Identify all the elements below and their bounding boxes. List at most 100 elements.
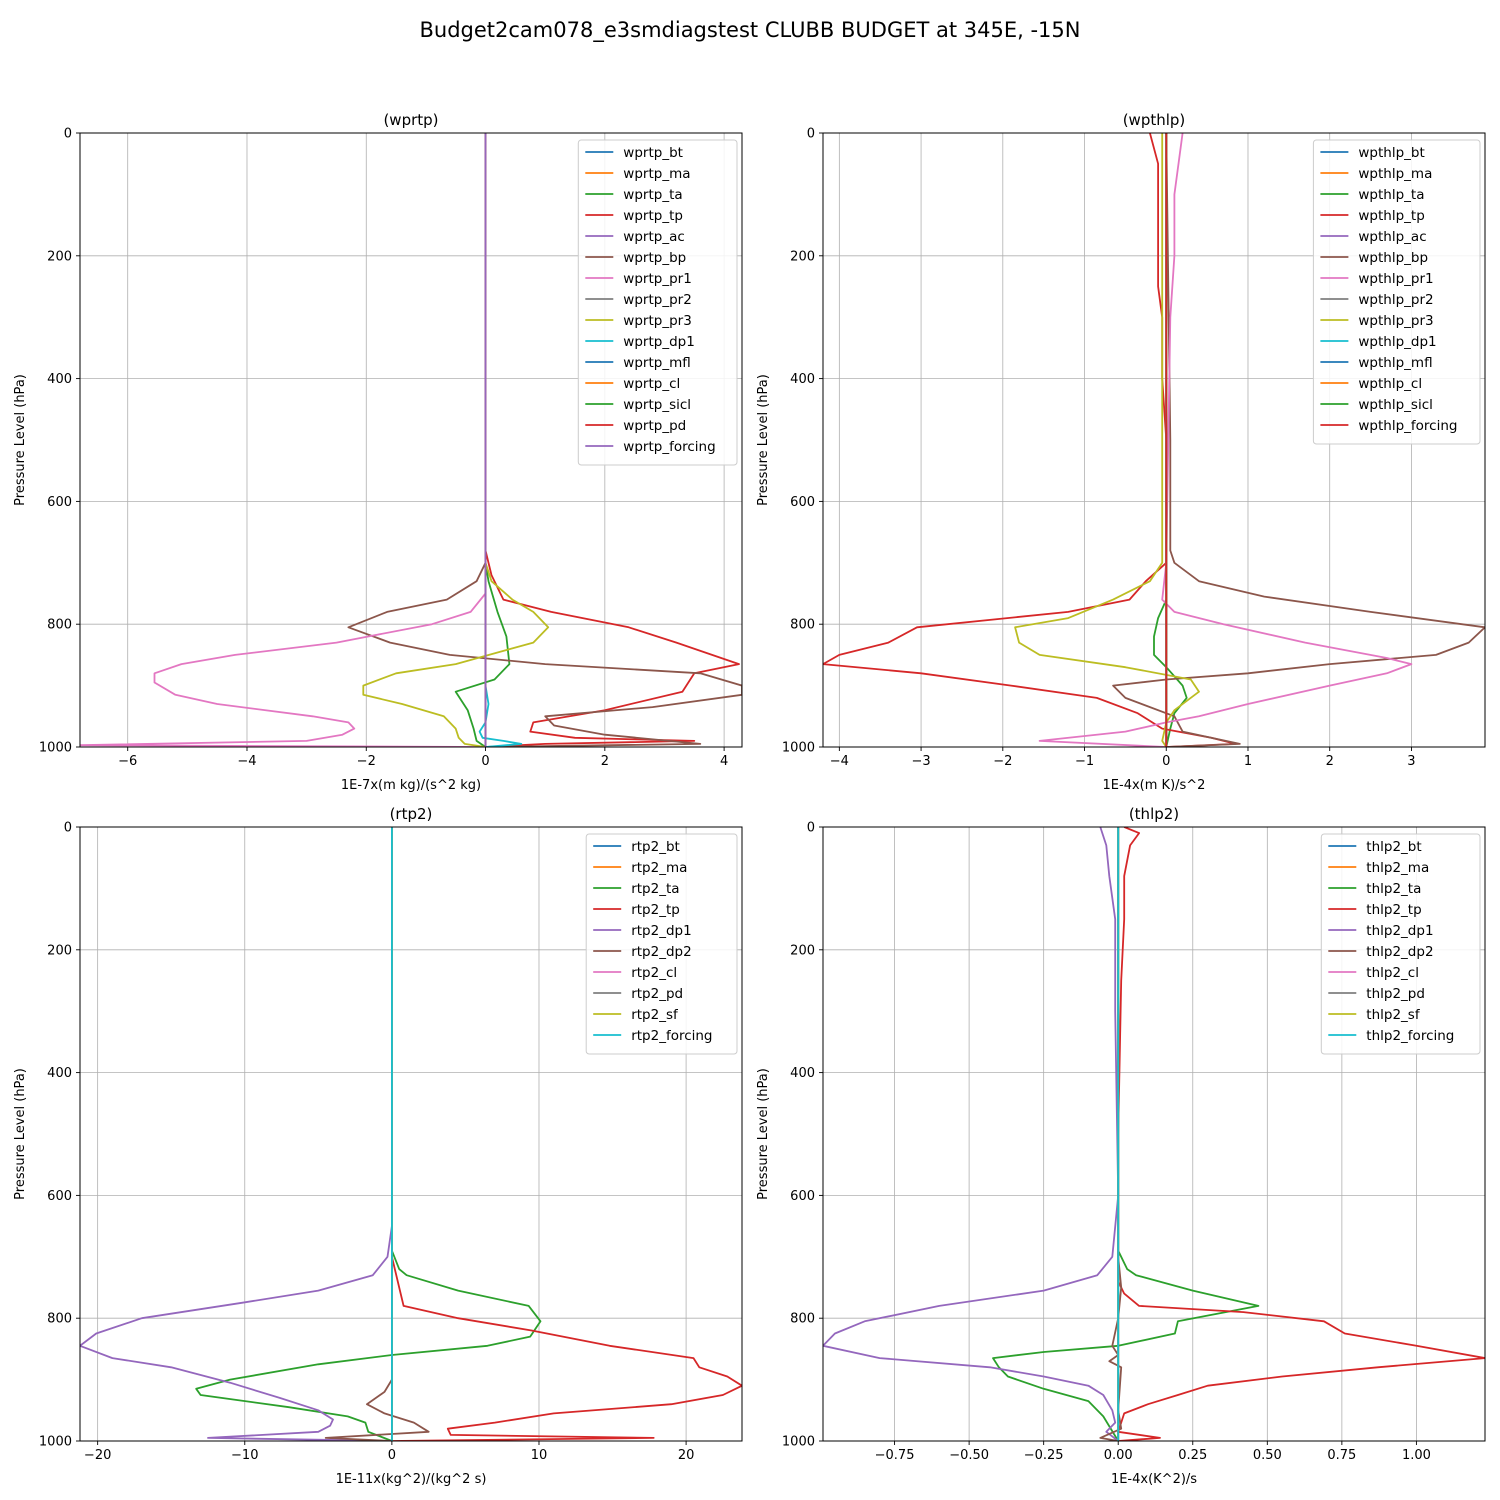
series-line-wprtp_pr3	[362, 133, 550, 747]
legend: wpthlp_bt wpthlp_ma wpthlp_ta wpthlp_tpwpth…	[1312, 139, 1481, 445]
legend-entry: wprtp_bt	[623, 145, 683, 161]
x-axis-label: 1E-4x(K^2)/s	[1111, 1472, 1197, 1487]
x-tick-label: 2	[601, 754, 609, 769]
series-group	[823, 827, 1485, 1441]
y-tick-label: 0	[64, 127, 72, 142]
x-tick-label: 3	[1407, 754, 1415, 769]
x-tick-label: −1	[1075, 754, 1094, 769]
x-tick-label: −3	[911, 754, 930, 769]
x-tick-label: 1	[1244, 754, 1252, 769]
legend-entry: wpthlp_cl	[1358, 376, 1422, 392]
x-tick-label: −20	[84, 1448, 111, 1463]
x-tick-label: 0	[1162, 754, 1170, 769]
y-axis-label: Pressure Level (hPa)	[13, 1068, 28, 1200]
y-tick-label: 1000	[39, 741, 72, 756]
series-line-wprtp_dp1	[478, 133, 523, 747]
legend-entry: thlp2_ma	[1366, 860, 1429, 876]
legend-entry: wprtp_sicl	[623, 397, 691, 413]
legend-entry: wpthlp_ac	[1358, 229, 1426, 245]
series-line-wpthlp_tp	[823, 133, 1237, 747]
series-line-thlp2_tp	[1117, 827, 1485, 1441]
legend-entry: wprtp_dp1	[623, 334, 695, 350]
legend-entry: rtp2_forcing	[631, 1028, 712, 1044]
legend: wprtp_bt wprtp_ma wprtp_ta wprtp_tp wprtp_ac…	[577, 139, 738, 466]
x-tick-label: 20	[678, 1448, 695, 1463]
x-tick-label: 0.50	[1253, 1448, 1282, 1463]
legend-entry: rtp2_cl	[631, 965, 677, 981]
series-line-wpthlp_bp	[1112, 133, 1485, 747]
x-tick-label: 10	[531, 1448, 548, 1463]
series-group	[80, 827, 742, 1441]
x-tick-label: −2	[357, 754, 376, 769]
series-line-thlp2_dp1	[823, 827, 1120, 1441]
axes-frame	[822, 826, 1486, 1442]
legend-entry: thlp2_ta	[1366, 881, 1421, 897]
legend-entry: rtp2_pd	[631, 986, 683, 1002]
y-tick-label: 0	[807, 821, 815, 836]
legend: rtp2_bt rtp2_ma rtp2_ta rtp2_tp rtp2_dp1 rtp2…	[585, 833, 738, 1055]
legend-entry: wprtp_tp	[623, 208, 683, 224]
legend-entry: wpthlp_sicl	[1358, 397, 1433, 413]
legend-entry: thlp2_tp	[1366, 902, 1421, 918]
panel-0: −6 −4 −2 0 2 4 0 200 400 600 800 1000 (wprtp) 1E-7x(m…	[13, 111, 743, 793]
series-line-wprtp_ta	[454, 133, 511, 747]
legend-entry: wprtp_ac	[623, 229, 684, 245]
legend-entry: wpthlp_bp	[1358, 250, 1428, 266]
x-tick-label: 0.75	[1327, 1448, 1356, 1463]
series-group	[80, 133, 742, 747]
y-tick-label: 800	[790, 1312, 815, 1327]
y-tick-label: 1000	[39, 1435, 72, 1450]
legend-entry: rtp2_ta	[631, 881, 679, 897]
y-tick-label: 0	[64, 821, 72, 836]
series-line-wprtp_pr1	[80, 133, 487, 747]
series-group	[823, 133, 1485, 747]
legend-entry: thlp2_dp2	[1366, 944, 1433, 960]
legend-entry: wprtp_pr2	[623, 292, 691, 308]
y-tick-label: 200	[47, 943, 72, 958]
panel-2: −20 −10 0 10 2002004006008001000(rtp2)1E-11x…	[13, 805, 743, 1487]
axes-frame	[79, 826, 743, 1442]
x-tick-label: 4	[720, 754, 728, 769]
x-axis-label: 1E-4x(m K)/s^2	[1103, 778, 1206, 793]
y-tick-label: 600	[47, 1189, 72, 1204]
legend-entry: wprtp_pd	[623, 418, 686, 434]
y-tick-label: 400	[790, 372, 815, 387]
y-tick-label: 800	[790, 618, 815, 633]
legend-entry: wpthlp_pr2	[1358, 292, 1433, 308]
panel-title: (wprtp)	[383, 111, 438, 129]
legend-box	[1312, 139, 1481, 445]
x-tick-label: −0.50	[949, 1448, 989, 1463]
panel-title: (rtp2)	[390, 805, 433, 823]
y-tick-label: 200	[790, 943, 815, 958]
legend-entry: wpthlp_forcing	[1358, 418, 1457, 434]
legend-entry: rtp2_bt	[631, 839, 680, 855]
x-axis-label: 1E-7x(m kg)/(s^2 kg)	[341, 778, 481, 793]
legend-box	[577, 139, 738, 466]
y-tick-label: 0	[807, 127, 815, 142]
y-tick-label: 800	[47, 618, 72, 633]
y-tick-label: 600	[790, 495, 815, 510]
y-tick-label: 200	[47, 249, 72, 264]
legend-entry: thlp2_bt	[1366, 839, 1421, 855]
x-tick-label: 0.00	[1104, 1448, 1133, 1463]
legend-entry: thlp2_sf	[1366, 1007, 1421, 1023]
legend-entry: thlp2_forcing	[1366, 1028, 1454, 1044]
legend-entry: thlp2_cl	[1366, 965, 1419, 981]
panel-title: (thlp2)	[1129, 805, 1179, 823]
legend-entry: wprtp_ma	[623, 166, 690, 182]
legend-entry: wprtp_pr1	[623, 271, 691, 287]
x-tick-label: −2	[993, 754, 1012, 769]
legend-entry: rtp2_dp2	[631, 944, 691, 960]
axes-frame	[79, 132, 743, 748]
legend-entry: wprtp_pr3	[623, 313, 691, 329]
y-axis-label: Pressure Level (hPa)	[756, 1068, 771, 1200]
axes-frame	[822, 132, 1486, 748]
legend-entry: rtp2_sf	[631, 1007, 679, 1023]
x-tick-label: −4	[237, 754, 256, 769]
series-line-wprtp_bp	[347, 133, 742, 747]
x-tick-label: 0	[481, 754, 489, 769]
legend-entry: rtp2_ma	[631, 860, 687, 876]
legend-entry: thlp2_pd	[1366, 986, 1425, 1002]
x-tick-label: 1.00	[1402, 1448, 1431, 1463]
